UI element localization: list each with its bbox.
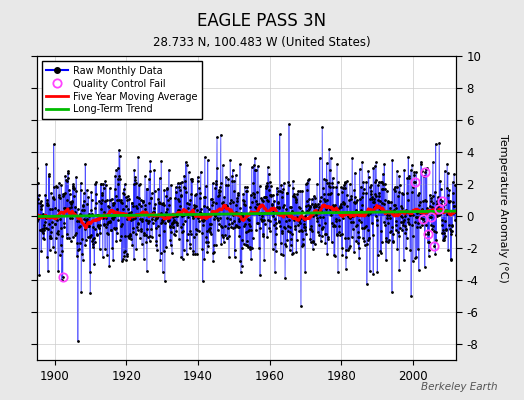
Text: 28.733 N, 100.483 W (United States): 28.733 N, 100.483 W (United States) — [153, 36, 371, 49]
Text: EAGLE PASS 3N: EAGLE PASS 3N — [198, 12, 326, 30]
Y-axis label: Temperature Anomaly (°C): Temperature Anomaly (°C) — [498, 134, 508, 282]
Legend: Raw Monthly Data, Quality Control Fail, Five Year Moving Average, Long-Term Tren: Raw Monthly Data, Quality Control Fail, … — [41, 61, 202, 119]
Text: Berkeley Earth: Berkeley Earth — [421, 382, 498, 392]
